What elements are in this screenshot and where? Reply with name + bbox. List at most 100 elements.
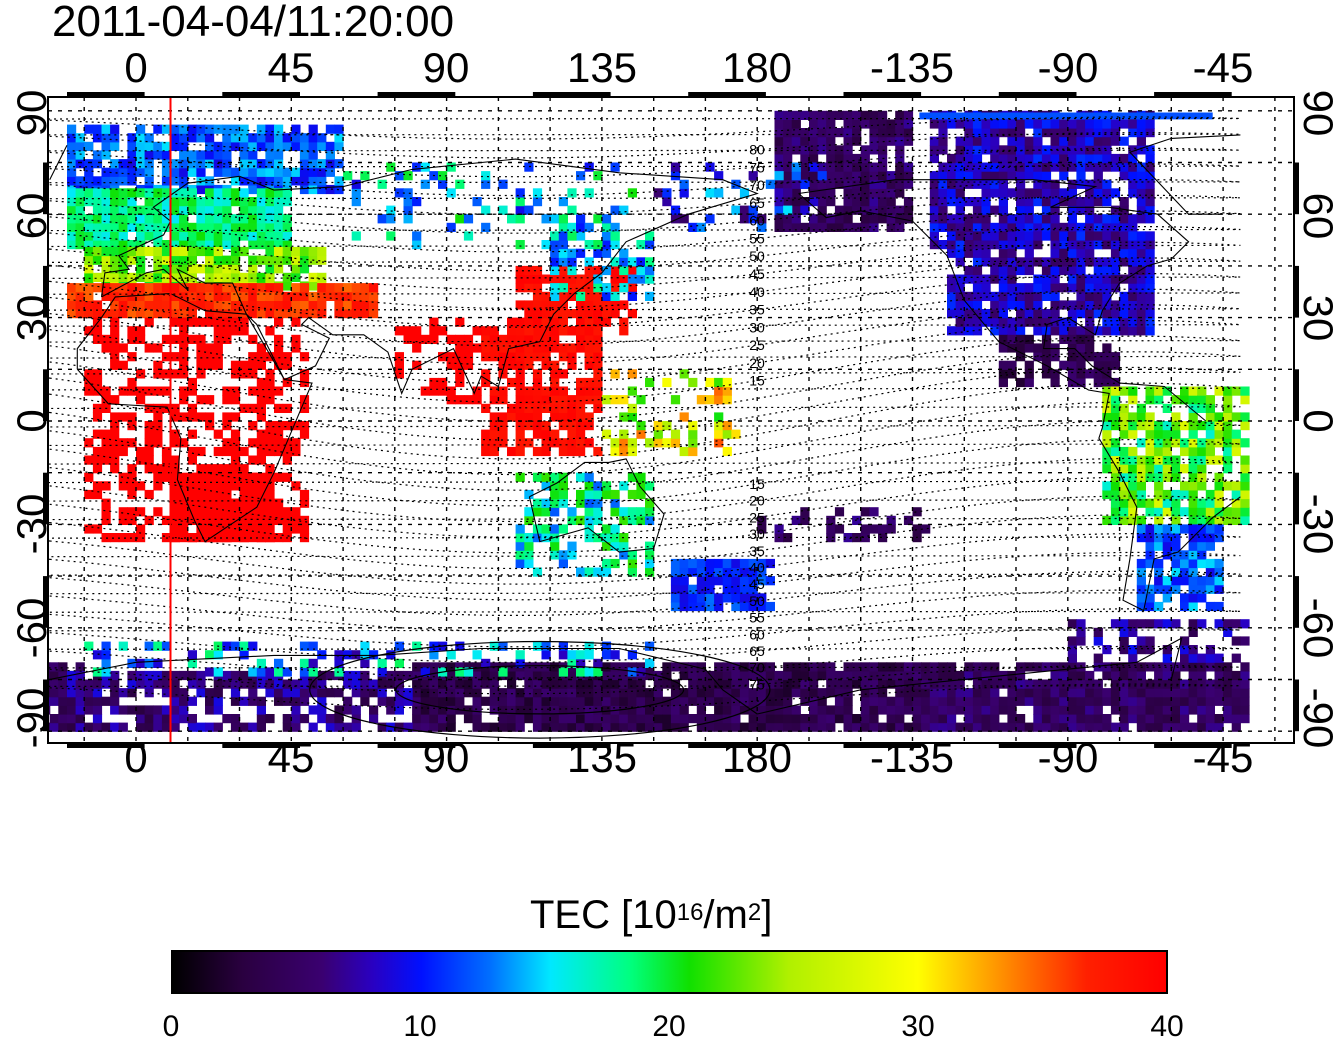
tec-cell bbox=[1093, 188, 1103, 198]
tec-cell bbox=[1024, 145, 1034, 155]
tec-cell bbox=[584, 421, 594, 431]
tec-cell bbox=[748, 714, 758, 724]
tec-cell bbox=[679, 412, 689, 422]
tec-cell bbox=[1171, 696, 1181, 706]
tec-cell bbox=[1162, 653, 1172, 663]
tec-cell bbox=[213, 464, 223, 474]
tec-cell bbox=[481, 438, 491, 448]
tec-cell bbox=[1162, 446, 1172, 457]
tec-cell bbox=[1093, 352, 1103, 362]
tec-cell bbox=[532, 421, 543, 431]
tec-cell bbox=[774, 188, 784, 198]
tec-cell bbox=[1016, 679, 1026, 689]
tec-cell bbox=[860, 533, 870, 543]
tec-cell bbox=[645, 670, 655, 681]
tec-cell bbox=[998, 248, 1008, 258]
tec-cell bbox=[1231, 507, 1241, 517]
tec-cell bbox=[1119, 498, 1129, 508]
tec-cell bbox=[1223, 705, 1233, 715]
tec-cell bbox=[1119, 446, 1129, 457]
tec-cell bbox=[1180, 696, 1190, 706]
tec-cell bbox=[981, 283, 991, 293]
tec-cell bbox=[584, 274, 594, 284]
tec-cell bbox=[1085, 240, 1095, 250]
tec-cell bbox=[213, 334, 223, 344]
tec-cell bbox=[299, 696, 310, 706]
tec-cell bbox=[179, 472, 189, 482]
tec-cell bbox=[567, 446, 577, 457]
tec-cell bbox=[541, 722, 551, 732]
tec-cell bbox=[1128, 291, 1138, 301]
tec-cell bbox=[1188, 679, 1198, 689]
tec-cell bbox=[515, 377, 525, 388]
tec-cell bbox=[222, 464, 232, 474]
tec-cell bbox=[1231, 386, 1241, 396]
tec-cell bbox=[584, 188, 594, 198]
tec-cell bbox=[256, 343, 266, 353]
tec-cell bbox=[1033, 274, 1043, 284]
tec-cell bbox=[524, 705, 534, 715]
tec-cell bbox=[334, 300, 344, 310]
tec-cell bbox=[1205, 722, 1215, 732]
tec-cell bbox=[75, 670, 85, 681]
tec-cell bbox=[136, 283, 146, 293]
tec-cell bbox=[731, 179, 741, 189]
tec-cell bbox=[265, 352, 275, 362]
tec-cell bbox=[929, 662, 939, 672]
frame-bar-bottom bbox=[222, 742, 300, 748]
tec-cell bbox=[1076, 231, 1086, 241]
tec-cell bbox=[84, 240, 94, 250]
tec-cell bbox=[541, 438, 551, 448]
tec-cell bbox=[248, 507, 258, 517]
tec-cell bbox=[248, 352, 258, 362]
tec-cell bbox=[731, 688, 741, 698]
tec-cell bbox=[748, 662, 758, 672]
tec-cell bbox=[1136, 645, 1146, 655]
tec-cell bbox=[1059, 257, 1069, 267]
tec-cell bbox=[1205, 438, 1215, 448]
tec-cell bbox=[981, 722, 991, 732]
tec-cell bbox=[1240, 679, 1250, 689]
tec-cell bbox=[627, 403, 637, 413]
tec-cell bbox=[144, 705, 154, 715]
tec-cell bbox=[256, 124, 266, 134]
tec-cell bbox=[136, 272, 146, 282]
tec-cell bbox=[161, 309, 172, 319]
contour-label: 30 bbox=[749, 319, 765, 335]
tec-cell bbox=[1145, 429, 1155, 439]
tec-cell bbox=[299, 515, 310, 525]
tec-cell bbox=[127, 386, 137, 396]
tec-cell bbox=[7, 680, 16, 689]
tec-cell bbox=[584, 650, 594, 660]
tec-cell bbox=[205, 498, 215, 508]
tec-cell bbox=[1240, 455, 1250, 465]
tec-cell bbox=[532, 265, 543, 276]
tec-cell bbox=[481, 722, 491, 732]
tec-cell bbox=[265, 667, 275, 677]
tec-cell bbox=[627, 309, 637, 319]
tec-cell bbox=[274, 222, 284, 232]
tec-cell bbox=[584, 438, 594, 448]
tec-cell bbox=[998, 231, 1008, 241]
tec-cell bbox=[515, 412, 525, 422]
tec-cell bbox=[84, 188, 94, 198]
tec-cell bbox=[610, 722, 620, 732]
tec-cell bbox=[438, 171, 448, 181]
tec-cell bbox=[1007, 360, 1017, 370]
tec-cell bbox=[110, 167, 120, 177]
tec-cell bbox=[1033, 214, 1043, 224]
tec-cell bbox=[265, 291, 275, 301]
tec-cell bbox=[679, 705, 689, 715]
tec-cell bbox=[481, 369, 491, 379]
tec-cell bbox=[334, 650, 344, 660]
tec-cell bbox=[1093, 309, 1103, 319]
contour-label: 70 bbox=[749, 660, 765, 676]
tec-cell bbox=[118, 283, 128, 293]
tec-cell bbox=[248, 481, 258, 491]
tec-cell bbox=[584, 257, 594, 267]
tec-cell bbox=[110, 188, 120, 198]
tec-cell bbox=[1024, 248, 1034, 258]
tec-cell bbox=[248, 403, 258, 413]
tec-cell bbox=[92, 464, 103, 474]
tec-cell bbox=[791, 670, 801, 681]
